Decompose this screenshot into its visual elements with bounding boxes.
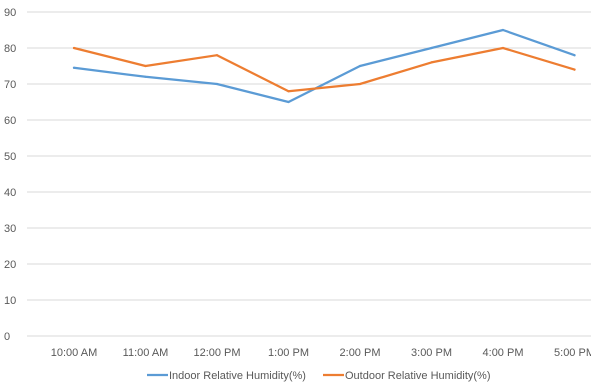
data-point-series-1-6 <box>501 46 505 50</box>
data-point-series-0-0 <box>72 66 76 69</box>
y-tick-label: 80 <box>4 43 16 55</box>
y-tick-label: 30 <box>4 223 16 235</box>
x-tick-label: 12:00 PM <box>193 347 240 359</box>
gridlines <box>27 11 591 337</box>
data-point-series-0-3 <box>287 100 290 104</box>
data-point-series-0-1 <box>144 75 147 78</box>
data-point-series-1-5 <box>430 61 433 64</box>
legend: Indoor Relative Humidity(%) Outdoor Relat… <box>147 370 491 382</box>
y-tick-label: 90 <box>4 7 16 19</box>
x-tick-label: 3:00 PM <box>411 347 452 359</box>
data-point-series-0-2 <box>215 82 219 86</box>
y-tick-label: 10 <box>4 295 16 307</box>
data-point-series-1-0 <box>72 46 76 50</box>
data-point-series-1-1 <box>144 64 147 68</box>
x-tick-label: 11:00 AM <box>123 347 169 359</box>
data-point-series-1-3 <box>287 90 290 93</box>
series-line-1 <box>72 46 576 93</box>
data-point-series-0-7 <box>573 54 576 57</box>
x-axis-tick-labels: 10:00 AM 11:00 AM 12:00 PM 1:00 PM 2:00 PM 3:… <box>51 347 591 359</box>
data-point-series-1-7 <box>573 68 576 71</box>
legend-label-0: Indoor Relative Humidity(%) <box>169 370 306 382</box>
y-tick-label: 20 <box>4 259 16 271</box>
y-tick-label: 0 <box>4 331 10 343</box>
data-point-series-0-5 <box>430 46 433 50</box>
data-point-series-0-6 <box>501 28 505 32</box>
data-point-series-0-4 <box>358 64 362 68</box>
x-tick-label: 5:00 PM <box>554 347 591 359</box>
data-point-series-1-2 <box>215 54 219 57</box>
x-tick-label: 10:00 AM <box>51 347 97 359</box>
y-tick-label: 50 <box>4 151 16 163</box>
series-lines <box>72 28 576 104</box>
y-axis-tick-labels: 0 10 20 30 40 50 60 70 80 90 <box>4 7 16 343</box>
y-tick-label: 40 <box>4 187 16 199</box>
y-tick-label: 70 <box>4 79 16 91</box>
y-tick-label: 60 <box>4 115 16 127</box>
data-point-series-1-4 <box>358 82 362 86</box>
x-tick-label: 2:00 PM <box>340 347 381 359</box>
x-tick-label: 1:00 PM <box>268 347 309 359</box>
series-line-0 <box>72 28 576 104</box>
legend-label-1: Outdoor Relative Humidity(%) <box>345 370 491 382</box>
x-tick-label: 4:00 PM <box>483 347 524 359</box>
